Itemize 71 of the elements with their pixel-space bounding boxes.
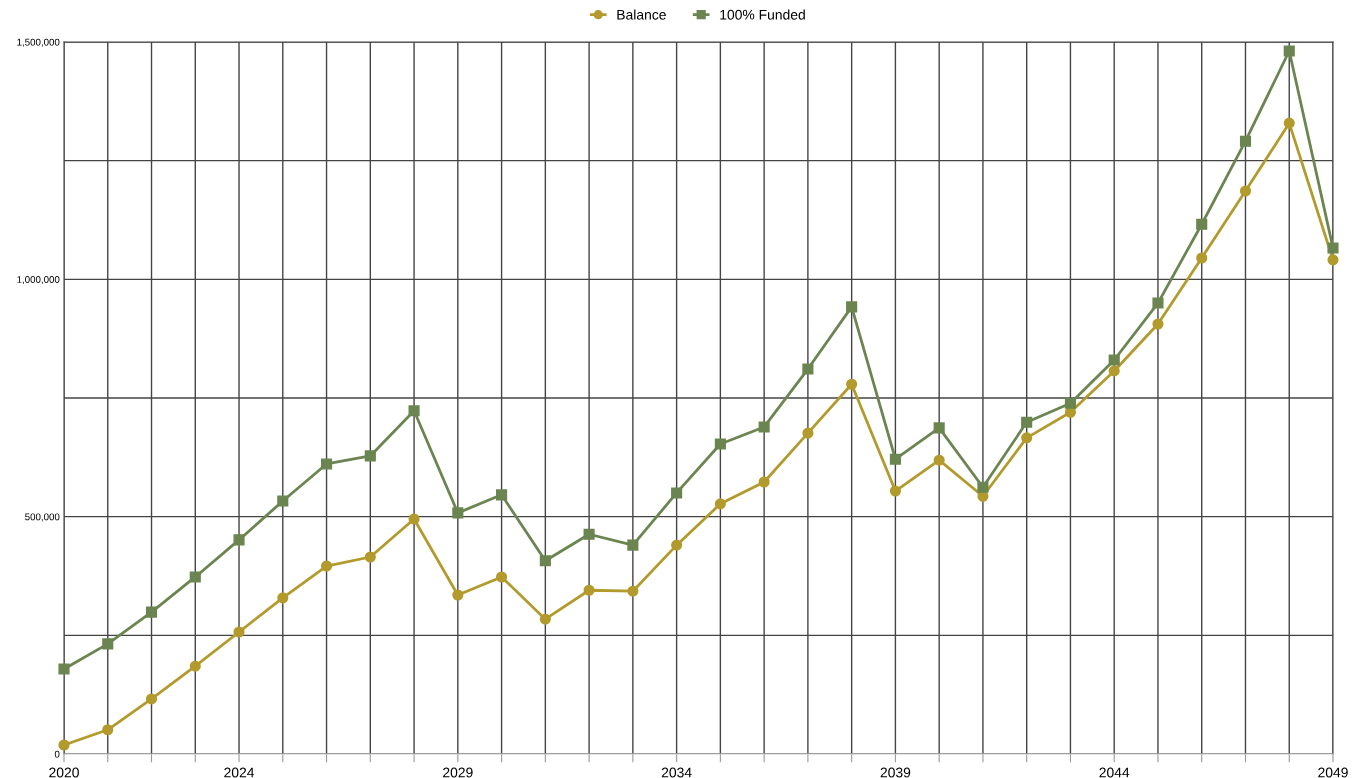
point	[1283, 117, 1295, 129]
point	[583, 584, 595, 596]
legend-label: 100% Funded	[720, 9, 805, 20]
point	[233, 626, 245, 638]
point	[1108, 365, 1120, 377]
point	[1239, 135, 1252, 147]
point	[671, 487, 683, 499]
point	[189, 660, 201, 672]
point	[1327, 242, 1339, 254]
y-tick-label: 0	[54, 750, 60, 758]
point	[452, 507, 464, 519]
point	[758, 421, 770, 433]
point	[320, 560, 333, 572]
point	[802, 427, 814, 439]
point	[496, 571, 508, 583]
point	[1021, 432, 1033, 444]
point	[889, 453, 901, 465]
point	[627, 539, 639, 551]
point	[102, 724, 114, 736]
y-tick-label: 1,000,000	[17, 276, 60, 285]
point	[58, 739, 70, 751]
point	[58, 663, 70, 675]
point	[627, 585, 639, 597]
point	[1239, 185, 1252, 197]
point	[758, 476, 770, 488]
point	[1108, 354, 1120, 366]
point	[408, 513, 420, 525]
point	[846, 301, 858, 313]
point	[933, 422, 945, 434]
y-tick-label: 500,000	[25, 513, 60, 522]
point	[1196, 218, 1208, 230]
point	[364, 450, 376, 462]
x-tick-label: 2044	[1099, 767, 1130, 778]
x-tick-label: 2034	[661, 767, 692, 778]
point	[364, 551, 376, 563]
point	[1064, 397, 1077, 409]
point	[320, 458, 333, 470]
point	[145, 606, 158, 618]
point	[145, 693, 158, 705]
point	[102, 638, 114, 650]
x-tick-label: 2049	[1318, 767, 1348, 778]
point	[189, 571, 201, 583]
point	[933, 454, 945, 466]
point	[1152, 297, 1164, 309]
point	[1021, 416, 1033, 428]
point	[1196, 252, 1208, 264]
point	[408, 405, 420, 417]
point	[539, 613, 551, 625]
point	[714, 438, 726, 450]
point	[277, 495, 289, 507]
point	[977, 481, 989, 493]
point	[496, 489, 508, 501]
point	[233, 534, 245, 546]
point	[539, 555, 551, 567]
point	[1152, 318, 1164, 330]
x-tick-label: 2039	[880, 767, 911, 778]
x-tick-label: 2029	[443, 767, 473, 778]
point	[889, 485, 901, 497]
point	[277, 592, 289, 604]
y-tick-label: 1,500,000	[17, 38, 60, 47]
point	[671, 539, 683, 551]
point	[714, 498, 726, 510]
point	[452, 589, 464, 601]
x-tick-label: 2024	[224, 767, 255, 778]
point	[583, 528, 595, 540]
point	[1283, 45, 1295, 57]
point	[802, 363, 814, 375]
x-tick-label: 2020	[49, 767, 79, 778]
point	[846, 378, 858, 390]
legend-label: Balance	[617, 9, 666, 20]
point	[1327, 254, 1339, 266]
